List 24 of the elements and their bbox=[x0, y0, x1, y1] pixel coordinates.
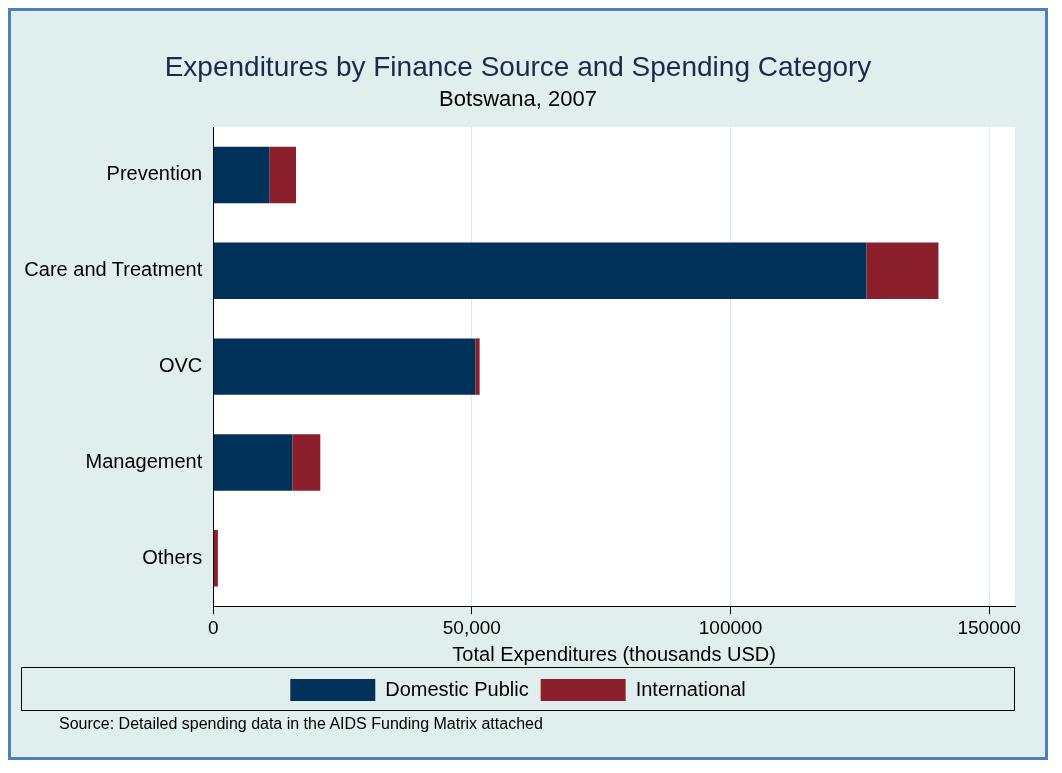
bar bbox=[213, 434, 293, 491]
x-axis-title: Total Expenditures (thousands USD) bbox=[452, 642, 776, 665]
legend-label: Domestic Public bbox=[385, 677, 529, 700]
y-tick-label: Management bbox=[85, 449, 203, 472]
source-note: Source: Detailed spending data in the AIDS Funding Matrix attached bbox=[59, 715, 544, 733]
chart-title: Expenditures by Finance Source and Spending Category bbox=[164, 50, 872, 82]
bar bbox=[213, 338, 476, 395]
x-tick-label: 0 bbox=[207, 616, 219, 638]
bar bbox=[213, 530, 218, 587]
bar bbox=[269, 146, 296, 204]
y-tick-label: Others bbox=[142, 545, 203, 568]
y-tick-label: Prevention bbox=[106, 162, 203, 185]
x-tick-label: 100000 bbox=[698, 616, 763, 638]
x-tick-label: 50,000 bbox=[442, 616, 501, 638]
bar bbox=[213, 242, 867, 299]
bar bbox=[213, 146, 270, 204]
legend-label: International bbox=[635, 677, 746, 700]
chart-subtitle: Botswana, 2007 bbox=[439, 85, 597, 111]
bar bbox=[866, 242, 939, 299]
y-tick-label: OVC bbox=[158, 354, 203, 377]
bar bbox=[292, 434, 321, 491]
y-tick-label: Care and Treatment bbox=[24, 258, 203, 281]
bar bbox=[475, 338, 480, 395]
x-tick-label: 150000 bbox=[957, 616, 1021, 638]
